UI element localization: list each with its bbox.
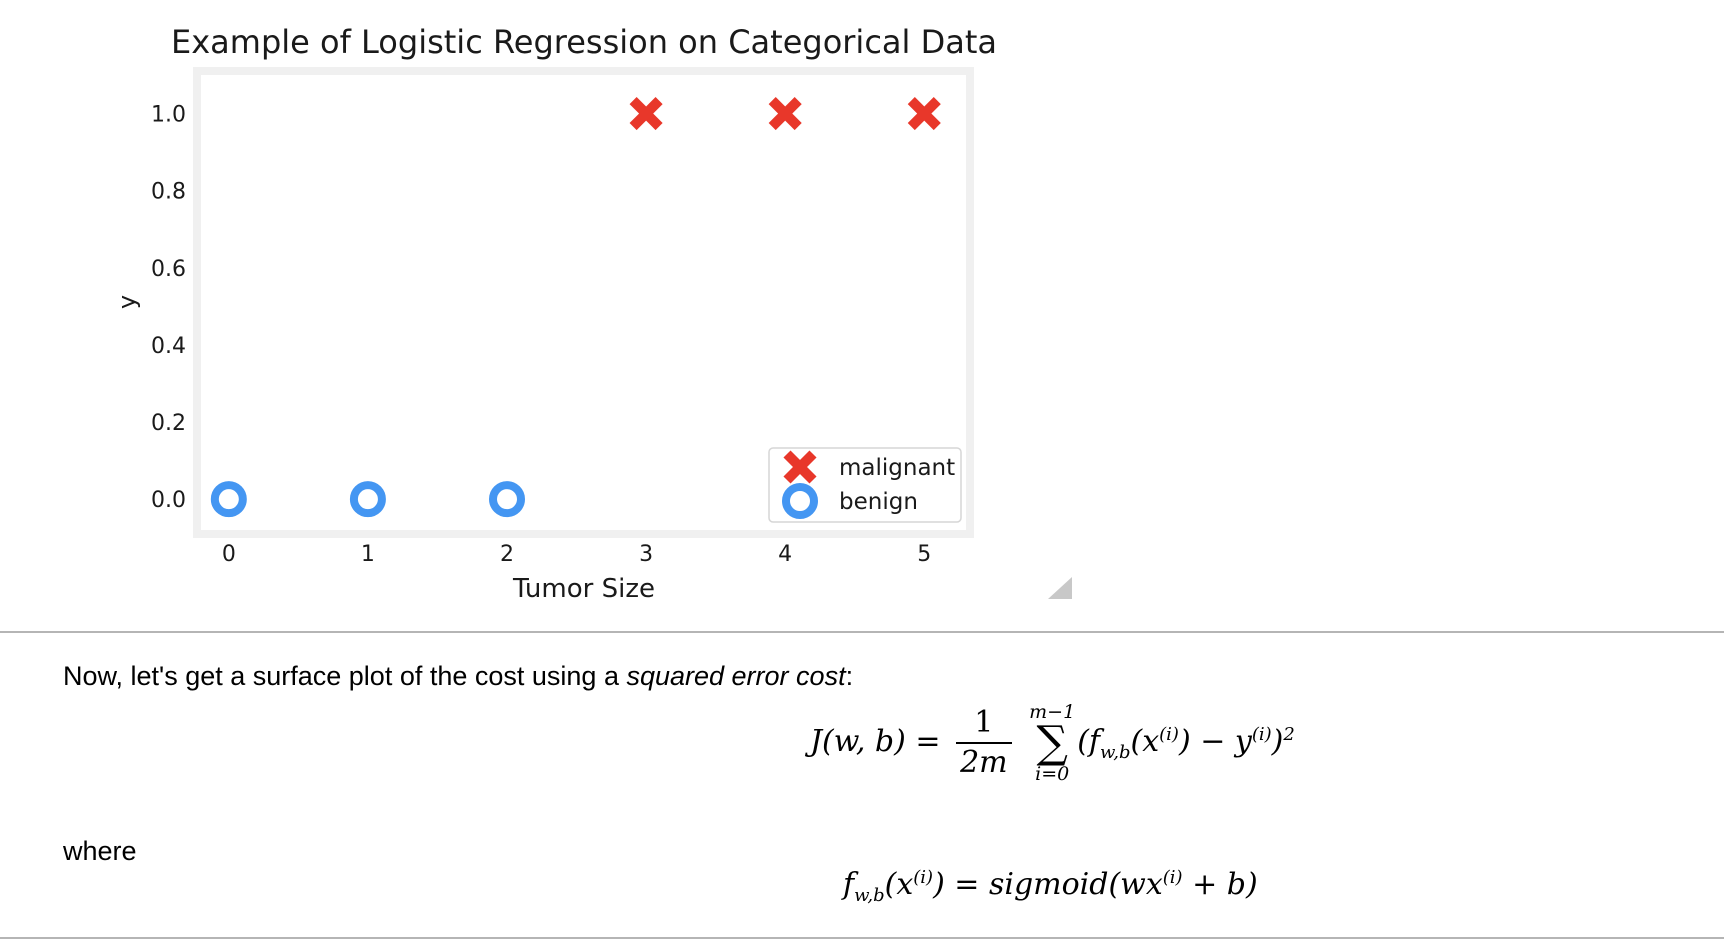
cost-frac-numerator: 1 bbox=[956, 704, 1012, 744]
sum-lower-limit: i=0 bbox=[1035, 763, 1070, 785]
model-equation: fw,b(x(i)) = sigmoid(wx(i) + b) bbox=[843, 867, 1258, 906]
cost-body-minus: ) − y bbox=[1178, 724, 1252, 759]
x-tick-label: 5 bbox=[917, 542, 931, 567]
x-tick-labels: 0 1 2 3 4 5 bbox=[222, 542, 931, 567]
cost-body-sup-i: (i) bbox=[1159, 724, 1179, 745]
model-arg-sup: (i) bbox=[913, 867, 934, 888]
y-axis-label: y bbox=[113, 295, 141, 309]
cell-divider bbox=[0, 631, 1724, 633]
intro-text: Now, let's get a surface plot of the cos… bbox=[63, 661, 627, 691]
model-f: f bbox=[843, 867, 855, 902]
benign-point bbox=[349, 481, 386, 518]
cost-fraction: 1 2m bbox=[956, 704, 1012, 782]
x-tick-label: 1 bbox=[361, 542, 375, 567]
chart-title: Example of Logistic Regression on Catego… bbox=[171, 23, 997, 61]
cost-body-sup-i2: (i) bbox=[1251, 724, 1272, 745]
output-cell: Example of Logistic Regression on Catego… bbox=[113, 23, 1072, 604]
malignant-point bbox=[629, 97, 663, 131]
benign-point bbox=[210, 481, 247, 518]
y-tick-label: 0.6 bbox=[151, 257, 186, 282]
x-axis-label: Tumor Size bbox=[512, 574, 655, 604]
legend-malignant-marker bbox=[783, 450, 817, 484]
legend-benign-marker bbox=[782, 483, 818, 519]
scatter-plot: Example of Logistic Regression on Catego… bbox=[113, 23, 997, 604]
y-tick-label: 0.8 bbox=[151, 180, 186, 205]
intro-emphasis: squared error cost bbox=[626, 661, 846, 691]
model-tail: + b) bbox=[1182, 867, 1258, 902]
data-markers bbox=[210, 97, 941, 518]
y-tick-label: 1.0 bbox=[151, 103, 186, 128]
legend: malignant benign bbox=[768, 447, 962, 523]
y-tick-label: 0.2 bbox=[151, 411, 186, 436]
cost-body-sup-2: 2 bbox=[1283, 724, 1295, 745]
cost-body: (fw,b(x(i)) − y(i))2 bbox=[1077, 724, 1295, 763]
x-tick-label: 0 bbox=[222, 542, 236, 567]
summation: m−1 ∑ i=0 bbox=[1029, 701, 1075, 785]
cell-divider-bottom bbox=[0, 937, 1724, 939]
cost-body-close: ) bbox=[1271, 724, 1284, 759]
malignant-point bbox=[907, 97, 941, 131]
y-tick-labels: 0.0 0.2 0.4 0.6 0.8 1.0 bbox=[151, 103, 186, 514]
resize-handle[interactable] bbox=[1048, 577, 1072, 599]
x-tick-label: 3 bbox=[639, 542, 653, 567]
sigma-symbol: ∑ bbox=[1036, 717, 1068, 768]
cost-equation: J(w, b) = 1 2m m−1 ∑ i=0 (fw,b(x(i)) − y… bbox=[810, 701, 1295, 785]
cost-body-mid: (x bbox=[1130, 724, 1160, 759]
intro-suffix: : bbox=[845, 661, 854, 691]
x-tick-label: 4 bbox=[778, 542, 792, 567]
benign-point bbox=[489, 481, 525, 518]
cost-frac-denominator: 2m bbox=[960, 745, 1008, 780]
markdown-cell: Now, let's get a surface plot of the cos… bbox=[0, 634, 1724, 938]
y-tick-label: 0.4 bbox=[151, 334, 186, 359]
cost-body-open: (f bbox=[1077, 724, 1100, 759]
model-arg-open: (x bbox=[884, 867, 914, 902]
markdown-where: where bbox=[63, 836, 137, 866]
markdown-intro: Now, let's get a surface plot of the cos… bbox=[63, 661, 853, 692]
model-sup2: (i) bbox=[1162, 867, 1183, 888]
malignant-point bbox=[768, 97, 802, 131]
y-tick-label: 0.0 bbox=[151, 488, 186, 513]
model-eq: ) = sigmoid(wx bbox=[933, 867, 1163, 902]
model-sub: w,b bbox=[854, 885, 885, 906]
sum-upper-limit: m−1 bbox=[1029, 701, 1076, 723]
cost-lhs: J(w, b) = bbox=[810, 724, 941, 759]
legend-label: benign bbox=[839, 489, 918, 515]
cost-body-sub: w,b bbox=[1100, 742, 1131, 763]
x-tick-label: 2 bbox=[500, 542, 514, 567]
legend-label: malignant bbox=[839, 455, 955, 481]
